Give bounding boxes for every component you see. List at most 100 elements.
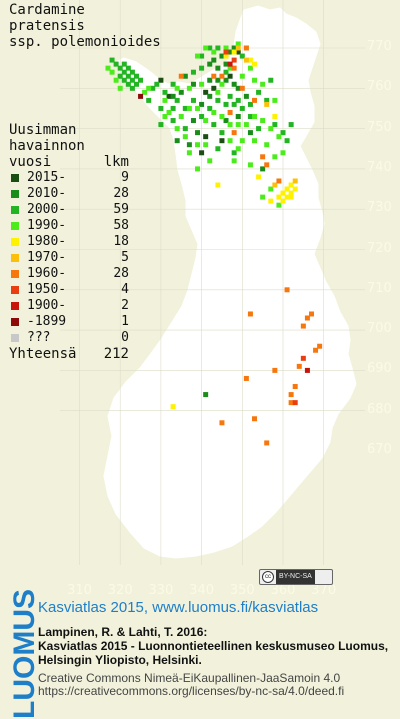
license-line-1: Creative Commons Nimeä-EiKaupallinen-Jaa… [38,671,341,685]
observation-square [186,85,192,91]
observation-square [284,138,290,144]
legend-count: 4 [121,282,129,297]
species-title: Cardamine pratensis ssp. polemonioides [9,2,161,50]
observation-square [195,130,201,136]
observation-square [231,49,237,55]
observation-square [284,186,290,192]
observation-square [231,57,237,63]
observation-square [195,105,201,111]
x-axis-label: 310 [67,583,92,598]
observation-square [190,69,196,75]
observation-squares [105,41,323,446]
observation-square [260,166,266,172]
y-axis-label: 720 [367,240,392,256]
license-text: Creative Commons Nimeä-EiKaupallinen-Jaa… [38,672,344,698]
y-axis-label: 700 [367,321,392,337]
observation-square [199,81,205,87]
legend-count: 58 [113,218,129,233]
observation-square [247,101,253,107]
observation-square [199,101,205,107]
observation-square [215,89,221,95]
legend-row: 1960- 28 [9,266,129,282]
legend-header-1: Uusimman [9,122,77,138]
observation-square [109,69,115,75]
legend-swatch [11,254,19,262]
observation-square [186,105,192,111]
observation-square [280,190,286,196]
legend-count: 0 [121,330,129,345]
observation-square [227,61,233,67]
observation-square [235,146,241,152]
title-line-2: pratensis [9,18,85,34]
observation-square [235,45,241,51]
observation-square [223,69,229,75]
legend-label: 2010- [27,186,67,201]
observation-square [276,202,282,208]
y-axis-label: 760 [367,79,392,95]
observation-square [138,77,144,83]
legend-label: -1899 [27,314,67,329]
legend-total-row: Yhteensä 212 [9,346,129,364]
observation-square [219,81,225,87]
legend-row: 1990- 58 [9,218,129,234]
observation-square [252,114,258,120]
observation-square [170,81,176,87]
legend-swatch [11,286,19,294]
observation-square [288,194,294,200]
title-line-3: ssp. polemonioides [9,34,161,50]
citation-line-2: Kasviatlas 2015 - Luonnontieteellinen ke… [38,639,389,653]
legend-count: 28 [113,186,129,201]
legend-row: ??? 0 [9,330,129,346]
legend-row: 2010- 28 [9,186,129,202]
observation-square [129,85,135,91]
observation-square [268,198,274,204]
observation-square [219,138,225,144]
observation-square [158,122,164,128]
observation-square [182,134,188,140]
observation-square [211,109,217,115]
legend-header-2: havainnon [9,138,85,154]
observation-square [223,118,229,124]
observation-square [223,77,229,83]
observation-square [215,146,221,152]
observation-square [211,49,217,55]
observation-square [117,73,123,79]
observation-square [162,89,168,95]
observation-square [231,130,237,136]
observation-square [304,367,310,373]
observation-square [146,85,152,91]
observation-square [121,69,127,75]
cc-license-badge[interactable]: cc BY-NC-SA [259,569,333,585]
legend-swatch [11,270,19,278]
observation-square [231,65,237,71]
observation-square [268,77,274,83]
y-axis-label: 740 [367,159,392,175]
observation-square [239,85,245,91]
legend-swatch [11,206,19,214]
observation-square [252,416,258,422]
luomus-logo-text: LUOMUS [8,589,41,719]
legend-count: 9 [121,170,129,185]
atlas-link[interactable]: Kasviatlas 2015, www.luomus.fi/kasviatla… [38,599,319,616]
observation-square [256,126,262,132]
observation-square [223,61,229,67]
observation-square [211,122,217,128]
legend-swatch [11,238,19,246]
distribution-map [60,0,365,565]
citation-line-1: Lampinen, R. & Lahti, T. 2016: [38,625,208,639]
legend-count: 59 [113,202,129,217]
observation-square [195,166,201,172]
legend-row: 1950- 4 [9,282,129,298]
observation-square [227,93,233,99]
observation-square [272,97,278,103]
observation-square [150,85,156,91]
observation-square [195,53,201,59]
observation-square [264,162,270,168]
y-axis-label: 690 [367,361,392,377]
observation-square [292,186,298,192]
observation-square [166,93,172,99]
license-line-2[interactable]: https://creativecommons.org/licenses/by-… [38,684,345,698]
observation-square [235,85,241,91]
legend-count: 2 [121,298,129,313]
observation-square [154,81,160,87]
